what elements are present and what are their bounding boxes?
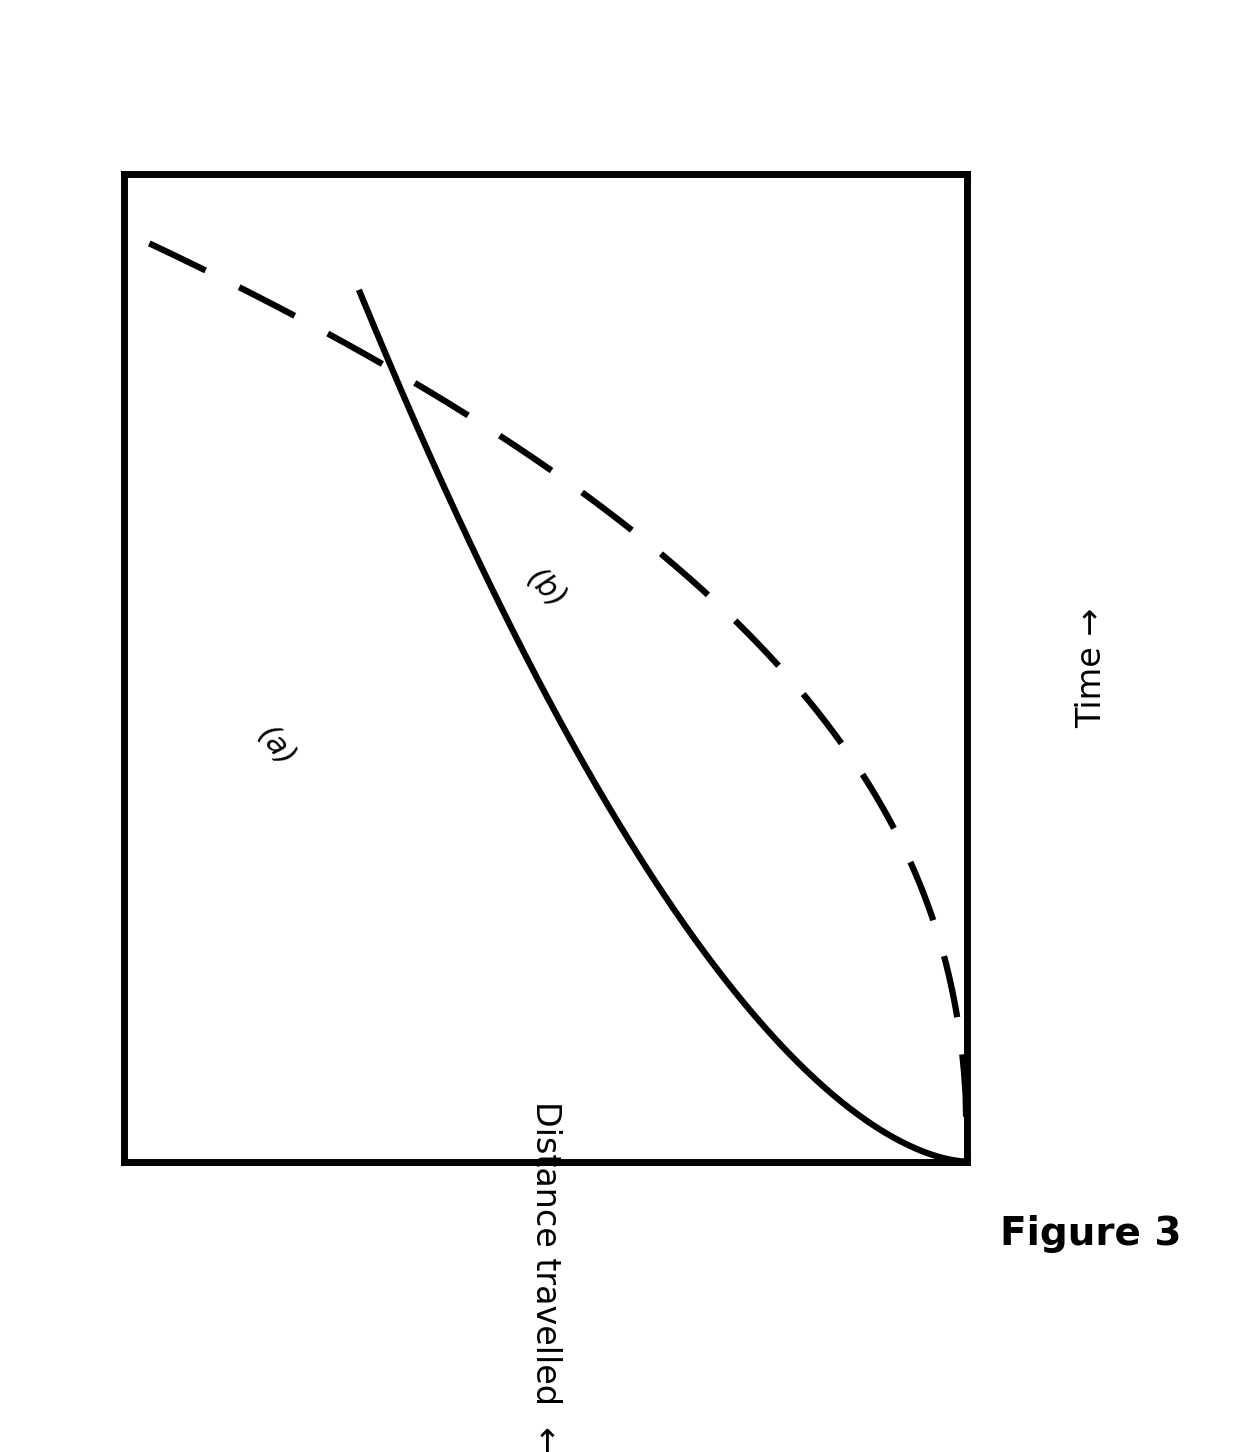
Text: (b): (b): [520, 563, 572, 614]
Text: (a): (a): [252, 722, 300, 772]
Text: Figure 3: Figure 3: [1001, 1215, 1182, 1253]
Text: Distance travelled  ←: Distance travelled ←: [529, 1101, 562, 1452]
Text: Time →: Time →: [1075, 608, 1107, 727]
